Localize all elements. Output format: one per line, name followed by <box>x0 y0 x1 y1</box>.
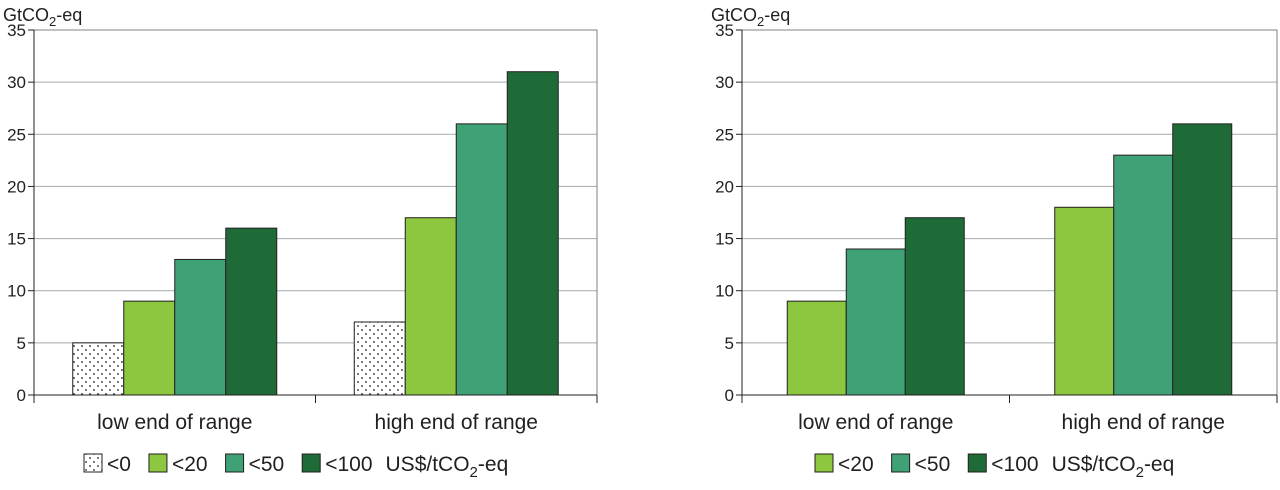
legend: <0 <20 <50 <100 US$/tCO2-eq <box>83 453 509 481</box>
legend: <20 <50 <100 US$/tCO2-eq <box>814 453 1175 481</box>
bar <box>72 342 125 396</box>
x-tick-label: high end of range <box>1062 411 1225 434</box>
bar <box>1113 154 1174 396</box>
y-tick-label: 10 <box>7 282 26 301</box>
legend-label: <50 <box>249 453 285 476</box>
legend-label: <50 <box>915 453 951 476</box>
bar <box>1054 206 1115 396</box>
legend-label: <20 <box>172 453 208 476</box>
bar <box>353 321 406 396</box>
bar <box>845 248 906 396</box>
legend-swatch <box>83 453 103 473</box>
x-tick-label: low end of range <box>97 411 252 434</box>
chart-svg: 0 5 10 15 20 25 30 35 low end of range high end o… <box>3 5 598 481</box>
y-axis-label: GtCO2-eq <box>711 5 790 29</box>
y-tick-label: 25 <box>7 125 26 144</box>
x-tick-label: high end of range <box>375 411 538 434</box>
bar <box>506 71 559 396</box>
bar <box>404 217 457 396</box>
y-tick-label: 25 <box>715 125 734 144</box>
legend-label: <20 <box>838 453 874 476</box>
legend-swatch <box>301 453 321 473</box>
bar <box>225 227 278 396</box>
bar <box>904 217 965 396</box>
bars <box>72 71 559 396</box>
legend-unit-label: US$/tCO2-eq <box>1052 453 1175 481</box>
y-tick-label: 35 <box>715 21 734 40</box>
legend-swatch <box>148 453 168 473</box>
y-tick-label: 35 <box>7 21 26 40</box>
y-axis-label: GtCO2-eq <box>3 5 82 29</box>
chart-svg: 0 5 10 15 20 25 30 35 low end of range high end o… <box>711 5 1278 481</box>
y-tick-label: 0 <box>17 386 26 405</box>
y-tick-label: 15 <box>7 230 26 249</box>
y-tick-label: 15 <box>715 230 734 249</box>
legend-swatch <box>814 453 834 473</box>
bar <box>123 300 176 396</box>
chart-left: 0 5 10 15 20 25 30 35 low end of range high end o… <box>0 0 640 485</box>
y-tick-label: 5 <box>17 334 26 353</box>
y-tick-label: 30 <box>7 73 26 92</box>
bar <box>1172 123 1233 396</box>
y-tick-label: 0 <box>725 386 734 405</box>
legend-swatch <box>891 453 911 473</box>
bar <box>786 300 847 396</box>
x-tick-label: low end of range <box>798 411 953 434</box>
legend-swatch <box>967 453 987 473</box>
y-tick-label: 5 <box>725 334 734 353</box>
bar <box>174 258 227 396</box>
y-tick-label: 20 <box>715 177 734 196</box>
legend-label: <0 <box>107 453 131 476</box>
y-tick-label: 30 <box>715 73 734 92</box>
legend-label: <100 <box>991 453 1038 476</box>
y-tick-label: 10 <box>715 282 734 301</box>
chart-right: 0 5 10 15 20 25 30 35 low end of range high end o… <box>640 0 1280 485</box>
legend-swatch <box>225 453 245 473</box>
bar <box>455 123 508 396</box>
legend-label: <100 <box>325 453 372 476</box>
bars <box>786 123 1233 396</box>
legend-unit-label: US$/tCO2-eq <box>386 453 509 481</box>
y-tick-label: 20 <box>7 177 26 196</box>
